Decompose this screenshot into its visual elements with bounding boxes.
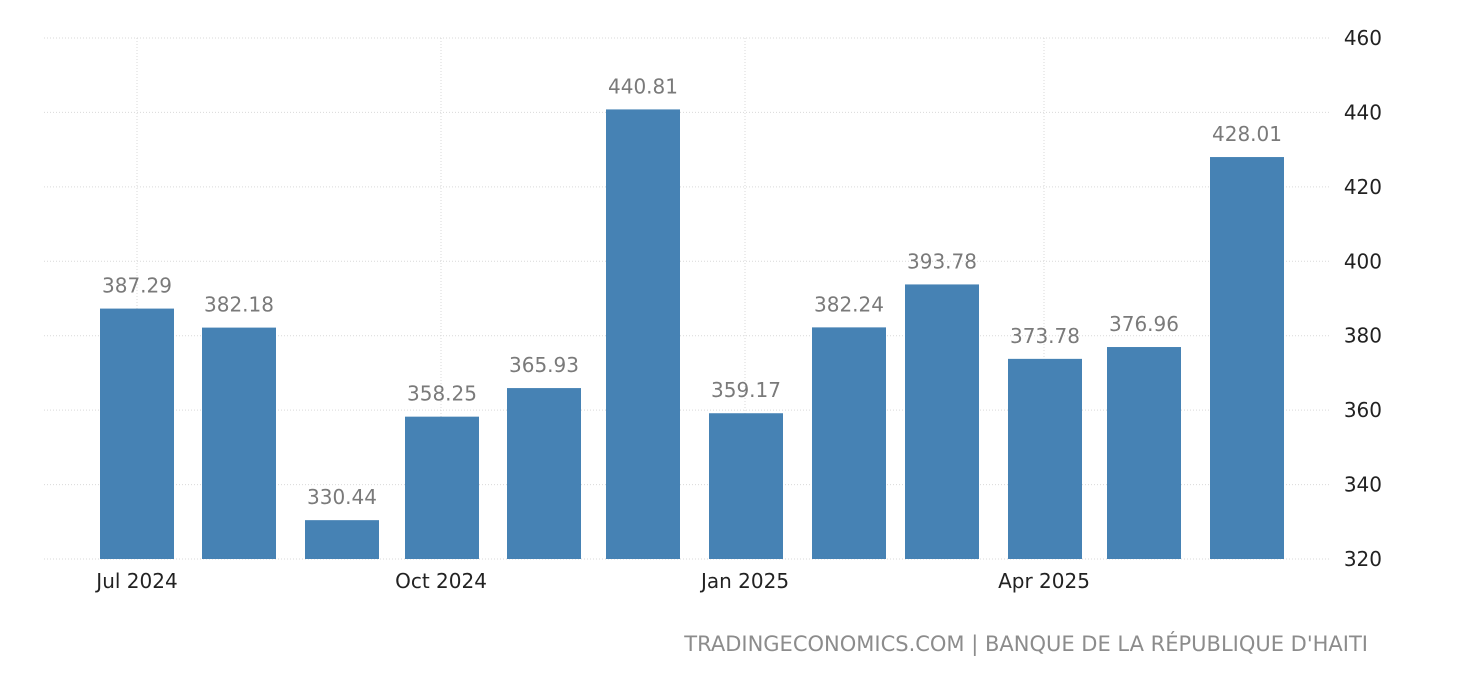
bar-sep-2024 xyxy=(405,416,479,559)
bar-apr-2025 xyxy=(1107,347,1181,559)
y-tick-label: 380 xyxy=(1344,324,1382,348)
bar-value-label: 373.78 xyxy=(1010,324,1080,348)
bar-value-label: 393.78 xyxy=(907,249,977,273)
bar-value-label: 358.25 xyxy=(407,382,477,406)
bar-value-label: 330.44 xyxy=(307,485,377,509)
y-tick-label: 400 xyxy=(1344,249,1382,273)
bar-value-label: 440.81 xyxy=(608,74,678,98)
bar-value-label: 428.01 xyxy=(1212,122,1282,146)
y-tick-label: 440 xyxy=(1344,100,1382,124)
x-tick-label: Apr 2025 xyxy=(998,569,1090,593)
y-tick-label: 340 xyxy=(1344,473,1382,497)
bars xyxy=(100,109,1284,559)
y-tick-label: 420 xyxy=(1344,175,1382,199)
bar-jun-2024 xyxy=(100,308,174,559)
bar-aug-2024 xyxy=(305,520,379,559)
bar-value-labels: 387.29 382.18 330.44 358.25 365.93 440.81 359.… xyxy=(102,74,1282,509)
x-tick-label: Jan 2025 xyxy=(699,569,789,593)
source-attribution: TRADINGECONOMICS.COM | BANQUE DE LA RÉPU… xyxy=(683,631,1368,657)
bar-nov-2024 xyxy=(606,109,680,559)
bar-jan-2025 xyxy=(812,327,886,559)
bar-dec-2024 xyxy=(709,413,783,559)
y-tick-label: 360 xyxy=(1344,398,1382,422)
y-axis-ticks: 320 340 360 380 400 420 440 460 xyxy=(1344,26,1382,571)
bar-value-label: 359.17 xyxy=(711,378,781,402)
bar-oct-2024 xyxy=(507,388,581,559)
y-tick-label: 460 xyxy=(1344,26,1382,50)
x-axis-ticks: Jul 2024 Oct 2024 Jan 2025 Apr 2025 xyxy=(94,569,1090,593)
bar-value-label: 382.24 xyxy=(814,292,884,316)
bar-value-label: 387.29 xyxy=(102,274,172,298)
bar-value-label: 365.93 xyxy=(509,353,579,377)
bar-value-label: 382.18 xyxy=(204,293,274,317)
bar-value-label: 376.96 xyxy=(1109,312,1179,336)
bar-may-2025 xyxy=(1210,157,1284,559)
y-tick-label: 320 xyxy=(1344,547,1382,571)
x-tick-label: Jul 2024 xyxy=(94,569,177,593)
bar-feb-2025 xyxy=(905,284,979,559)
bar-jul-2024 xyxy=(202,327,276,559)
bar-mar-2025 xyxy=(1008,358,1082,559)
x-tick-label: Oct 2024 xyxy=(395,569,487,593)
